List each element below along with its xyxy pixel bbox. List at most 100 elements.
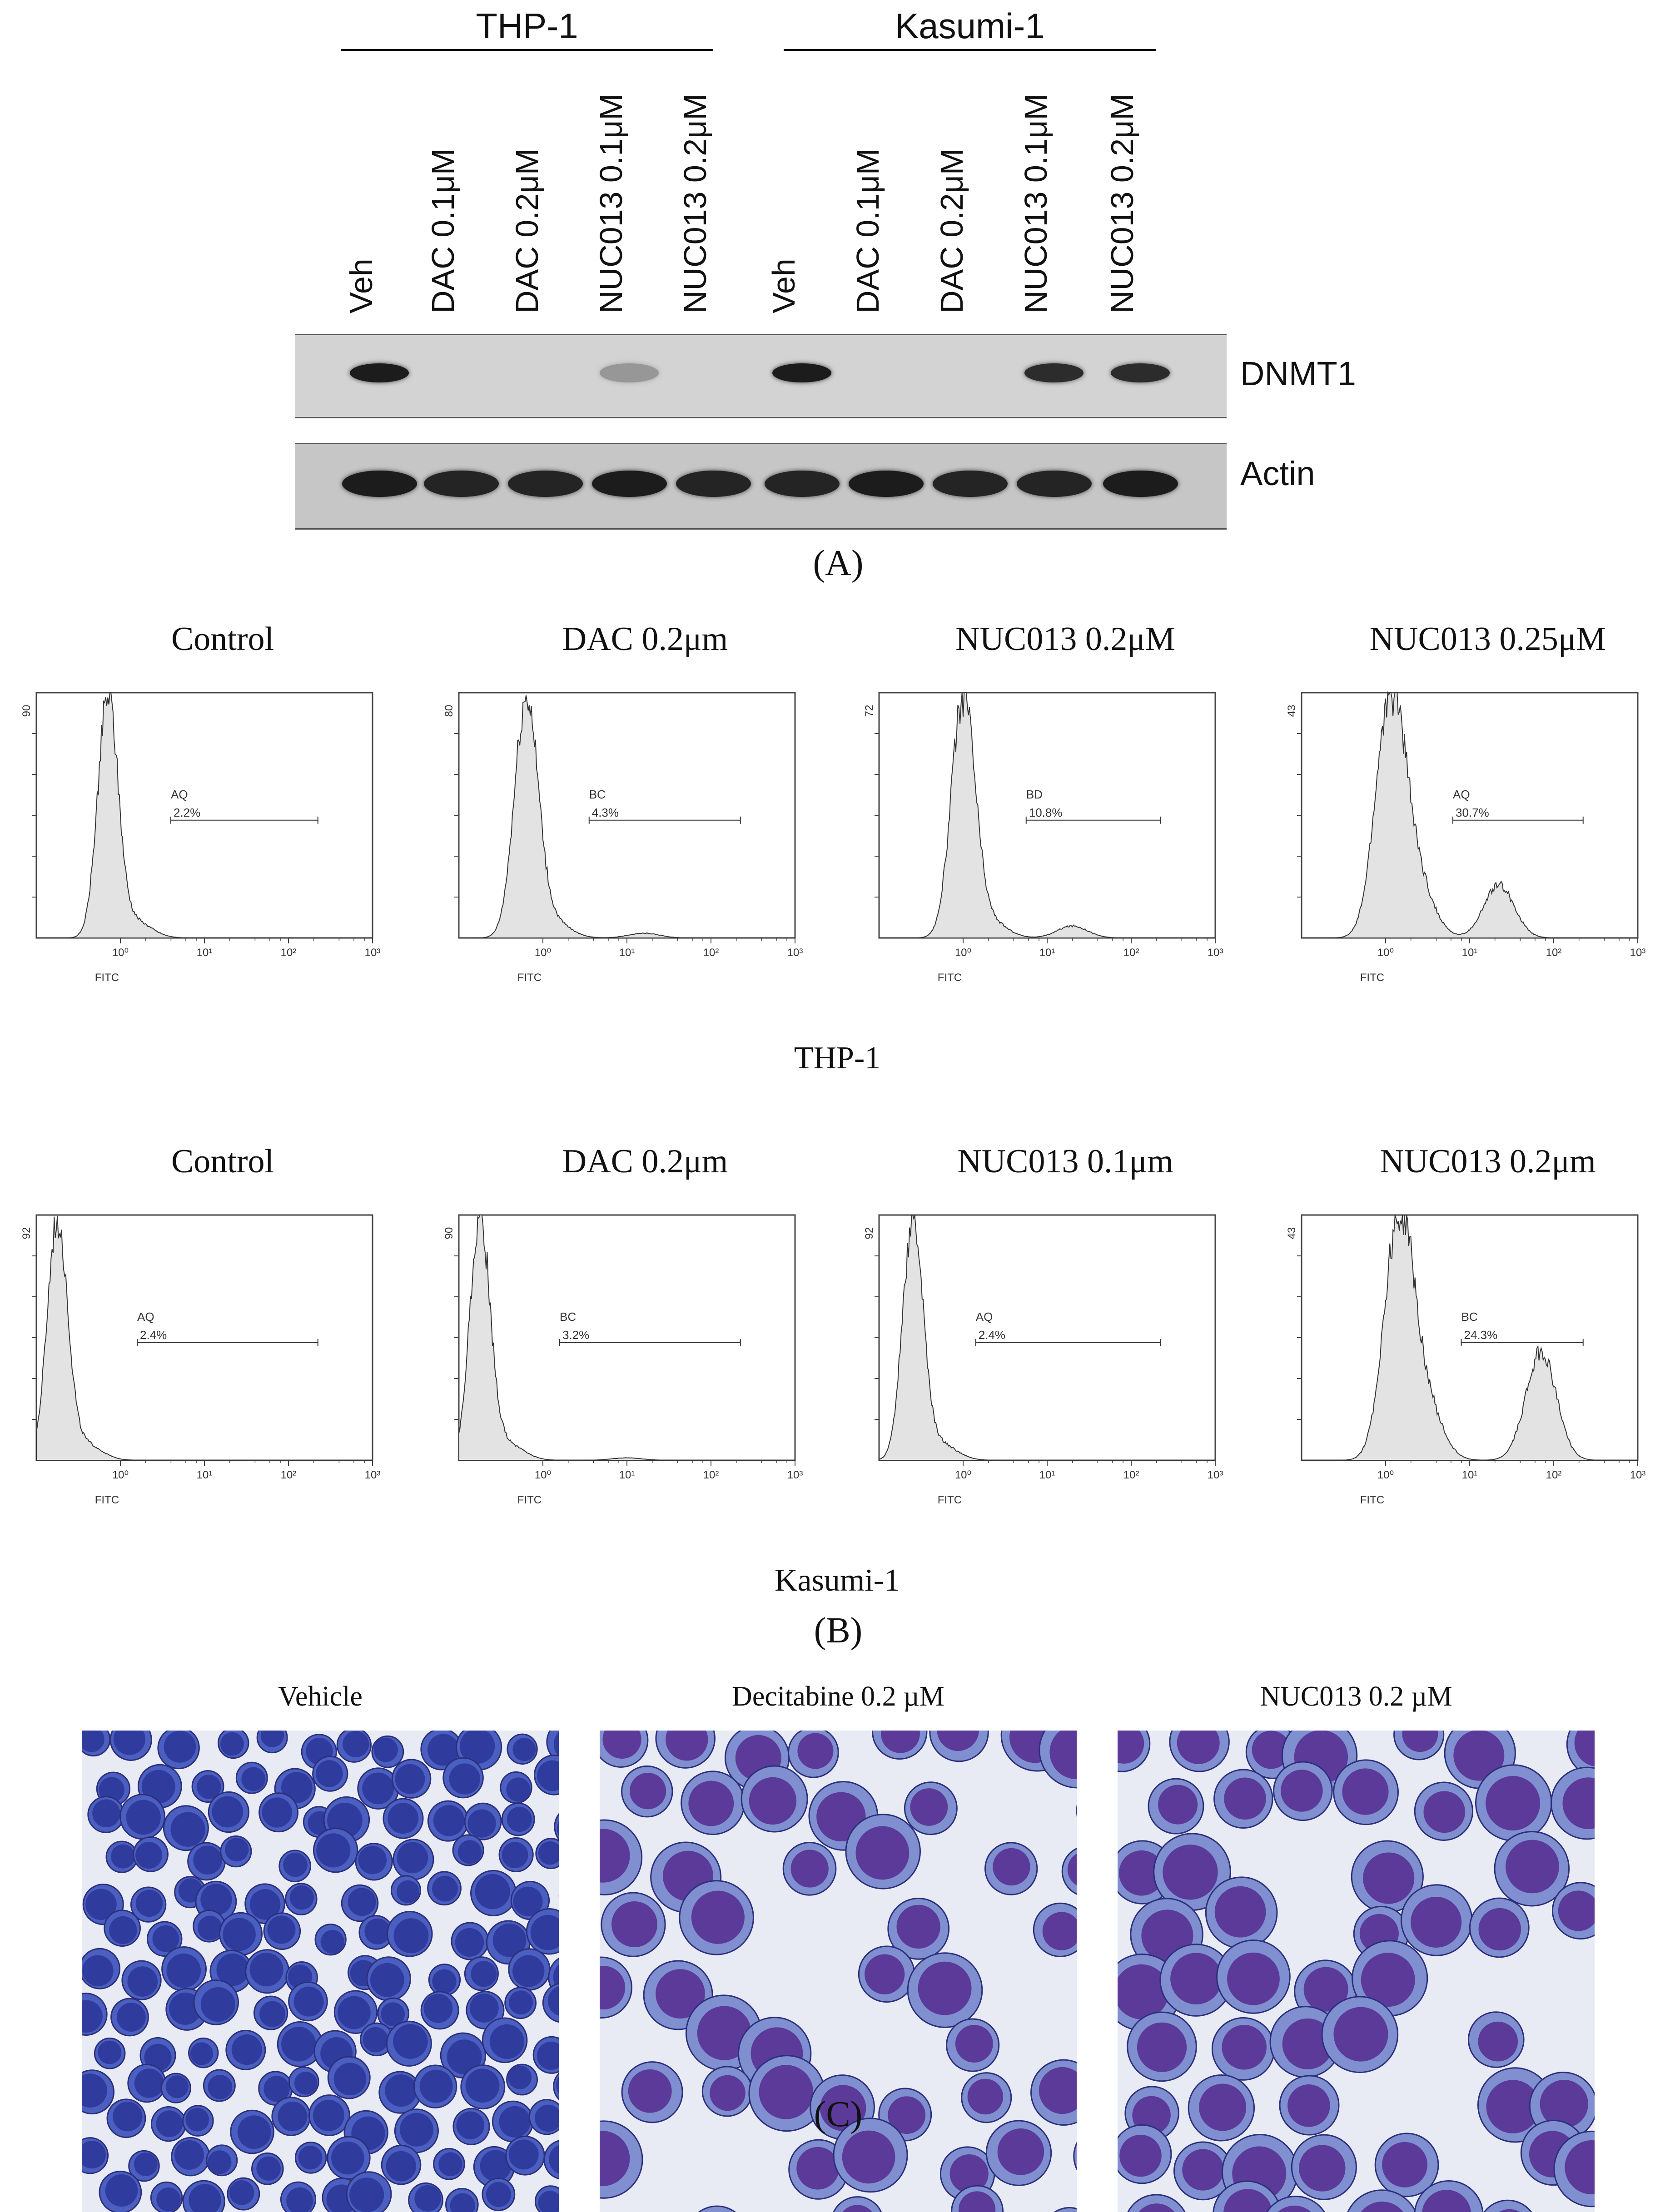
y-max-label: 90 xyxy=(443,1227,455,1240)
actin-label: Actin xyxy=(1240,455,1315,492)
cell-nucleus xyxy=(223,1918,256,1951)
blot-band xyxy=(342,471,417,497)
cell-nucleus xyxy=(200,1987,235,2022)
cell-nucleus xyxy=(492,1923,527,1957)
cell-nucleus xyxy=(697,2006,752,2060)
cell-body xyxy=(1054,2207,1077,2212)
gate-name: BC xyxy=(1461,1310,1478,1324)
cell-nucleus xyxy=(1158,1785,1198,1825)
cell-nucleus xyxy=(1382,2142,1428,2187)
blot-band xyxy=(1111,363,1170,382)
cell-nucleus xyxy=(134,2152,158,2176)
cell-nucleus xyxy=(557,1821,559,1836)
cell-nucleus xyxy=(554,1732,559,1756)
cell-nucleus xyxy=(1361,1953,1415,2007)
cell-nucleus xyxy=(363,2027,388,2053)
gate-percent: 2.2% xyxy=(174,806,200,819)
x-tick-label: 10³ xyxy=(1208,947,1223,959)
lane-label: Veh xyxy=(343,258,379,313)
cell-nucleus xyxy=(1214,1886,1266,1938)
cell-nucleus xyxy=(1562,1777,1595,1829)
gate-name: BD xyxy=(1026,788,1043,801)
cell-nucleus xyxy=(457,1840,482,1864)
x-tick-label: 10³ xyxy=(365,947,381,959)
cell-nucleus xyxy=(455,1928,484,1957)
flow-histogram: 43 10⁰ 10¹ 10² 10³ FITC BC 24.3% xyxy=(1286,1214,1645,1506)
histogram-title: Control xyxy=(171,1143,274,1180)
histogram-curve xyxy=(36,692,373,938)
cell-nucleus xyxy=(190,2042,214,2065)
x-tick-label: 10⁰ xyxy=(1377,1469,1394,1481)
cell-nucleus xyxy=(509,1990,533,2015)
x-axis-label: FITC xyxy=(938,1494,962,1506)
y-max-label: 92 xyxy=(20,1227,33,1240)
gate-percent: 2.4% xyxy=(140,1328,167,1342)
x-tick-label: 10³ xyxy=(787,1469,803,1481)
flow-histogram: 90 10⁰ 10¹ 10² 10³ FITC AQ 2.2% xyxy=(20,692,381,984)
cell-nucleus xyxy=(82,1731,104,1752)
lane-label: DAC 0.2μM xyxy=(934,148,969,313)
blot-band xyxy=(932,471,1008,497)
blot-band xyxy=(764,471,840,497)
cell-nucleus xyxy=(547,1986,559,2016)
dnmt1-blot xyxy=(295,334,1227,418)
cell-nucleus xyxy=(842,2130,895,2184)
cell-nucleus xyxy=(507,1806,532,1832)
x-axis-label: FITC xyxy=(95,972,119,984)
micrograph-image xyxy=(600,1731,1077,2212)
cell-nucleus xyxy=(888,2096,926,2134)
cell-nucleus xyxy=(281,2027,316,2062)
cell-nucleus xyxy=(1177,1731,1220,1764)
flow-histogram: 43 10⁰ 10¹ 10² 10³ FITC AQ 30.7% xyxy=(1286,691,1645,984)
histogram-title: Control xyxy=(171,620,274,658)
cell-nucleus xyxy=(117,2003,146,2032)
micrograph-image xyxy=(1118,1731,1595,2212)
cell-nucleus xyxy=(1303,1967,1348,2012)
cell-nucleus xyxy=(1453,1731,1505,1781)
histogram-curve xyxy=(879,1215,1215,1461)
cell-nucleus xyxy=(1118,1731,1144,1764)
cell-nucleus xyxy=(600,1829,630,1883)
cell-nucleus xyxy=(212,1796,244,1828)
cell-nucleus xyxy=(537,1760,559,1791)
cell-nucleus xyxy=(1252,1731,1291,1769)
cell-nucleus xyxy=(156,2187,181,2212)
cell-nucleus xyxy=(193,1845,223,1875)
cell-nucleus xyxy=(414,2185,441,2212)
cell-nucleus xyxy=(1423,1791,1466,1833)
cell-nucleus xyxy=(556,2077,559,2094)
cell-nucleus xyxy=(666,1731,708,1761)
cell-nucleus xyxy=(993,1848,1030,1886)
cell-nucleus xyxy=(98,2040,122,2064)
cell-nucleus xyxy=(447,2039,482,2074)
blot-band xyxy=(350,363,409,382)
cell-nucleus xyxy=(198,1915,223,1940)
micrograph-title: NUC013 0.2 µM xyxy=(1260,1681,1452,1712)
blot-band xyxy=(676,471,751,497)
cell-nucleus xyxy=(759,2065,814,2119)
cell-nucleus xyxy=(249,1889,281,1920)
plot-frame xyxy=(35,692,373,939)
cell-nucleus xyxy=(796,2147,839,2190)
histogram-curve xyxy=(36,1215,373,1461)
cell-nucleus xyxy=(1118,1964,1169,2019)
cell-nucleus xyxy=(1042,1912,1077,1950)
gate-percent: 2.4% xyxy=(979,1328,1005,1342)
histogram-curve xyxy=(1302,1215,1638,1461)
cell-nucleus xyxy=(499,2106,531,2138)
x-tick-label: 10² xyxy=(281,947,297,959)
gate-name: AQ xyxy=(976,1310,993,1324)
cell-nucleus xyxy=(231,2034,262,2065)
cell-nucleus xyxy=(465,2068,500,2103)
cell-nucleus xyxy=(910,1788,948,1826)
cell-nucleus xyxy=(393,1918,429,1954)
flow-histogram: 80 10⁰ 10¹ 10² 10³ FITC BC 4.3% xyxy=(443,692,803,984)
cell-nucleus xyxy=(475,1874,510,1909)
cell-nucleus xyxy=(710,2075,746,2111)
cell-nucleus xyxy=(537,2041,559,2070)
x-axis-label: FITC xyxy=(938,972,962,984)
gate-name: AQ xyxy=(1453,788,1470,801)
micrograph-image xyxy=(82,1731,559,2212)
cell-nucleus xyxy=(343,1731,369,1757)
cell-nucleus xyxy=(316,1760,343,1787)
